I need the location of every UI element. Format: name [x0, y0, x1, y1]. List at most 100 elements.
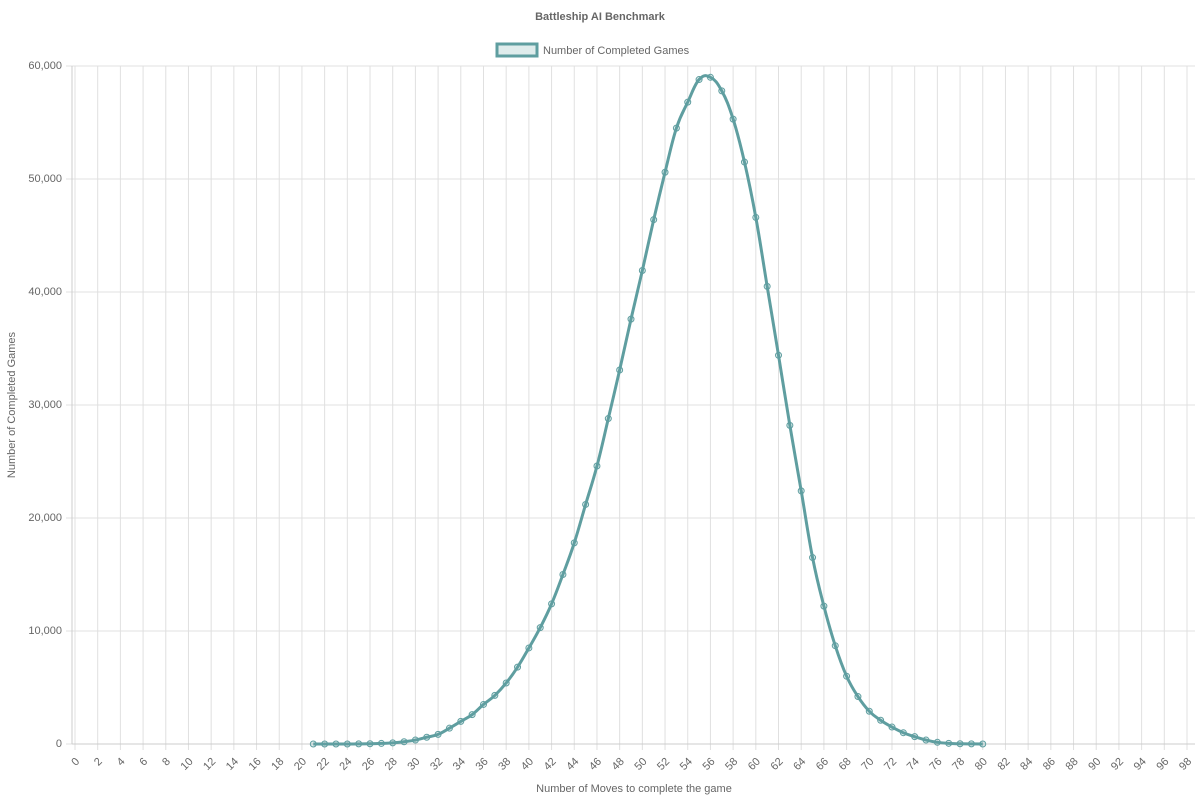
data-point	[831, 642, 839, 650]
data-point	[877, 716, 885, 724]
data-point	[672, 124, 680, 132]
data-point	[854, 693, 862, 701]
data-line	[313, 74, 983, 746]
x-tick-label: 16	[247, 756, 264, 773]
data-point	[582, 500, 590, 508]
data-point	[423, 733, 431, 741]
x-tick-label: 18	[269, 756, 286, 773]
data-point	[434, 730, 442, 738]
x-tick-label: 50	[632, 756, 649, 773]
data-point	[956, 740, 964, 748]
y-tick-label: 50,000	[28, 173, 62, 185]
data-point	[820, 602, 828, 610]
data-point	[570, 539, 578, 547]
data-point	[638, 267, 646, 275]
data-point	[400, 738, 408, 746]
x-tick-label: 60	[746, 756, 763, 773]
x-tick-label: 98	[1177, 756, 1194, 773]
data-point	[967, 740, 975, 748]
x-tick-label: 32	[428, 756, 445, 773]
x-tick-label: 24	[337, 756, 354, 773]
x-tick-label: 54	[678, 756, 695, 773]
x-tick-label: 74	[905, 756, 922, 773]
data-point	[525, 644, 533, 652]
x-tick-label: 6	[137, 756, 150, 769]
data-point	[457, 717, 465, 725]
y-tick-label: 10,000	[28, 625, 62, 637]
data-point	[729, 115, 737, 123]
x-tick-label: 0	[69, 756, 82, 769]
data-point	[786, 421, 794, 429]
data-point	[809, 554, 817, 562]
data-point	[979, 740, 987, 748]
data-point	[684, 98, 692, 106]
x-tick-label: 70	[859, 756, 876, 773]
data-point	[593, 462, 601, 470]
x-tick-label: 88	[1064, 756, 1081, 773]
data-point	[706, 73, 714, 81]
x-tick-label: 62	[769, 756, 786, 773]
x-tick-label: 38	[496, 756, 513, 773]
data-point	[332, 740, 340, 748]
x-tick-label: 8	[160, 756, 173, 769]
data-point	[695, 76, 703, 84]
data-point	[468, 711, 476, 719]
data-point	[865, 707, 873, 715]
x-axis-title: Number of Moves to complete the game	[536, 783, 732, 795]
x-tick-label: 94	[1132, 756, 1149, 773]
x-tick-label: 90	[1086, 756, 1103, 773]
data-point	[389, 739, 397, 747]
data-point	[491, 691, 499, 699]
legend-swatch	[495, 42, 539, 58]
x-tick-label: 44	[564, 756, 581, 773]
x-tick-label: 48	[610, 756, 627, 773]
x-tick-label: 36	[474, 756, 491, 773]
x-tick-label: 58	[723, 756, 740, 773]
data-point	[343, 740, 351, 748]
data-point	[763, 282, 771, 290]
x-tick-label: 76	[927, 756, 944, 773]
x-tick-label: 68	[837, 756, 854, 773]
data-point	[321, 740, 329, 748]
data-point	[309, 740, 317, 748]
data-point	[559, 571, 567, 578]
x-tick-label: 42	[542, 756, 559, 773]
data-point	[514, 663, 522, 671]
data-point	[479, 700, 487, 708]
x-tick-label: 12	[201, 756, 218, 773]
x-tick-label: 96	[1154, 756, 1171, 773]
x-tick-label: 82	[995, 756, 1012, 773]
x-tick-label: 72	[882, 756, 899, 773]
x-tick-label: 34	[451, 756, 468, 773]
data-point	[922, 736, 930, 744]
x-tick-label: 52	[655, 756, 672, 773]
data-point	[411, 736, 419, 744]
x-tick-label: 56	[700, 756, 717, 773]
data-point	[445, 724, 453, 732]
data-point	[536, 624, 544, 632]
data-point	[366, 740, 374, 748]
chart-title: Battleship AI Benchmark	[535, 11, 666, 23]
data-point	[740, 158, 748, 166]
data-point	[616, 366, 624, 374]
y-tick-label: 60,000	[28, 60, 62, 72]
data-point	[933, 738, 941, 746]
x-tick-label: 10	[178, 756, 195, 773]
x-tick-label: 20	[292, 756, 309, 773]
data-point	[888, 723, 896, 731]
data-point	[911, 733, 919, 741]
x-tick-label: 28	[383, 756, 400, 773]
y-tick-label: 30,000	[28, 399, 62, 411]
x-tick-label: 22	[315, 756, 332, 773]
x-tick-label: 86	[1041, 756, 1058, 773]
y-tick-label: 20,000	[28, 512, 62, 524]
data-point	[650, 216, 658, 224]
data-point	[752, 213, 760, 221]
x-tick-label: 64	[791, 756, 808, 773]
data-point	[945, 739, 953, 747]
x-tick-label: 80	[973, 756, 990, 773]
data-point	[502, 679, 510, 687]
data-point	[548, 600, 556, 608]
